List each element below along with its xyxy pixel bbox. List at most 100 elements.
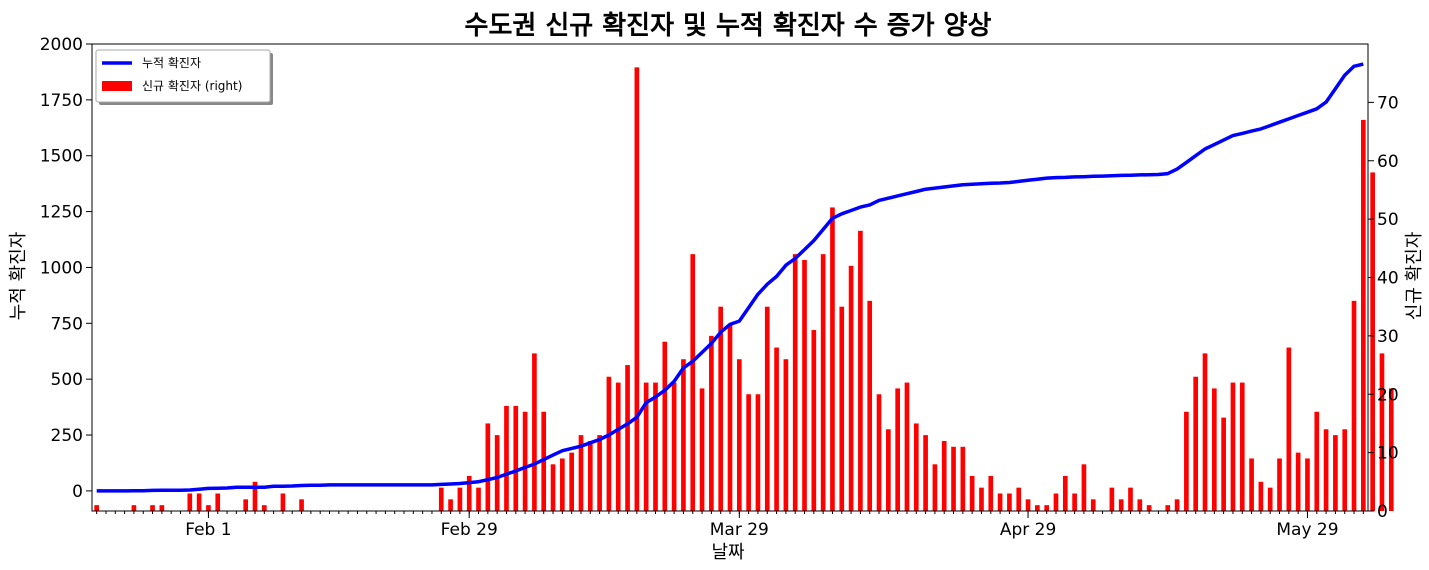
- y-right-tick-label: 10: [1377, 444, 1399, 464]
- y-left-tick-label: 500: [51, 370, 83, 390]
- y-left-tick-label: 750: [51, 314, 83, 334]
- new-cases-bar: [1249, 458, 1254, 511]
- new-cases-bar: [1352, 301, 1357, 511]
- new-cases-bar: [532, 353, 537, 511]
- x-tick-label: May 29: [1276, 520, 1338, 540]
- new-cases-bar: [1119, 499, 1124, 511]
- new-cases-bar: [187, 493, 192, 511]
- new-cases-bar: [1072, 493, 1077, 511]
- chart-title: 수도권 신규 확진자 및 누적 확진자 수 증가 양상: [465, 11, 992, 41]
- x-tick-label: Feb 29: [441, 520, 498, 540]
- new-cases-bar: [607, 377, 612, 511]
- new-cases-bar: [988, 476, 993, 511]
- new-cases-bar: [1324, 429, 1329, 511]
- new-cases-bar: [150, 505, 155, 511]
- new-cases-bar: [970, 476, 975, 511]
- new-cases-bar: [1203, 353, 1208, 511]
- new-cases-bar: [1370, 172, 1375, 511]
- y-right-tick-label: 30: [1377, 327, 1399, 347]
- new-cases-bar: [830, 207, 835, 511]
- x-axis-label: 날짜: [711, 542, 745, 563]
- new-cases-bar: [1259, 482, 1264, 511]
- x-tick-label: Mar 29: [710, 520, 769, 540]
- new-cases-bar: [802, 260, 807, 511]
- new-cases-bar: [513, 406, 518, 511]
- new-cases-bar: [811, 330, 816, 511]
- legend-label-new: 신규 확진자 (right): [142, 79, 242, 93]
- new-cases-bar: [439, 488, 444, 511]
- new-cases-bar: [551, 464, 556, 511]
- new-cases-bar: [895, 388, 900, 511]
- new-cases-bar: [458, 488, 463, 511]
- new-cases-bar: [672, 383, 677, 511]
- new-cases-bar: [756, 394, 761, 511]
- new-cases-bar: [951, 447, 956, 511]
- new-cases-bar: [746, 394, 751, 511]
- new-cases-bar: [448, 499, 453, 511]
- new-cases-bar: [1193, 377, 1198, 511]
- new-cases-bar: [1091, 499, 1096, 511]
- new-cases-bar: [1231, 383, 1236, 511]
- new-cases-bar: [281, 493, 286, 511]
- new-cases-bar: [858, 231, 863, 511]
- y-right-tick-label: 60: [1377, 152, 1399, 172]
- new-cases-bar: [849, 266, 854, 511]
- new-cases-bar: [690, 254, 695, 511]
- y-right-tick-label: 0: [1377, 502, 1388, 522]
- new-cases-bar: [942, 441, 947, 511]
- new-cases-bar: [1128, 488, 1133, 511]
- new-cases-bar: [1184, 412, 1189, 511]
- new-cases-bar: [588, 441, 593, 511]
- new-cases-bar: [653, 383, 658, 511]
- new-cases-bar: [262, 505, 267, 511]
- x-tick-label: Apr 29: [1000, 520, 1056, 540]
- new-cases-bar: [1054, 493, 1059, 511]
- new-cases-bar: [560, 458, 565, 511]
- new-cases-bar: [1044, 505, 1049, 511]
- new-cases-bar: [1287, 348, 1292, 511]
- new-cases-bar: [886, 429, 891, 511]
- new-cases-bar: [774, 348, 779, 511]
- new-cases-bar: [1165, 505, 1170, 511]
- new-cases-bar: [905, 383, 910, 511]
- new-cases-bar: [94, 505, 99, 511]
- y-right-tick-label: 40: [1377, 269, 1399, 289]
- new-cases-bar: [1026, 499, 1031, 511]
- y-left-tick-label: 250: [51, 426, 83, 446]
- new-cases-bar: [867, 301, 872, 511]
- y-axis-label-right: 신규 확진자: [1404, 231, 1425, 320]
- new-cases-bar: [504, 406, 509, 511]
- new-cases-bar: [206, 505, 211, 511]
- legend-bar-swatch: [102, 81, 132, 91]
- new-cases-bar: [793, 254, 798, 511]
- new-cases-bar: [923, 435, 928, 511]
- new-cases-bar: [877, 394, 882, 511]
- y-left-tick-label: 1500: [40, 147, 83, 167]
- new-cases-bar: [1342, 429, 1347, 511]
- y-right-tick-label: 50: [1377, 210, 1399, 230]
- new-cases-bar: [597, 435, 602, 511]
- new-cases-bar: [523, 412, 528, 511]
- legend-label-cumulative: 누적 확진자: [142, 56, 201, 70]
- y-right-tick-label: 70: [1377, 93, 1399, 113]
- new-cases-bar: [1082, 464, 1087, 511]
- new-cases-bar: [1240, 383, 1245, 511]
- new-cases-bar: [1212, 388, 1217, 511]
- new-cases-bar: [569, 453, 574, 511]
- new-cases-bar: [1380, 353, 1385, 511]
- new-cases-bar: [979, 488, 984, 511]
- y-left-tick-label: 1000: [40, 258, 83, 278]
- new-cases-bar: [1333, 435, 1338, 511]
- new-cases-bars: [94, 67, 1393, 511]
- new-cases-bar: [1361, 120, 1366, 511]
- new-cases-bar: [132, 505, 137, 511]
- new-cases-bar: [728, 324, 733, 511]
- new-cases-bar: [709, 336, 714, 511]
- new-cases-bar: [839, 307, 844, 511]
- new-cases-bar: [1305, 458, 1310, 511]
- new-cases-bar: [215, 493, 220, 511]
- new-cases-bar: [737, 359, 742, 511]
- new-cases-bar: [933, 464, 938, 511]
